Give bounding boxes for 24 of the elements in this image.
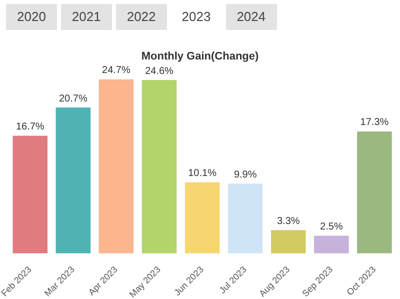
bar — [314, 236, 349, 254]
text: 2020 — [6, 4, 57, 30]
data-label: 20.7% — [58, 93, 88, 104]
bar — [184, 182, 220, 254]
data-label: 9.9% — [234, 169, 257, 180]
data-label: 10.1% — [188, 168, 217, 179]
text: 2021 — [60, 4, 112, 30]
bar — [98, 79, 134, 254]
chart-title: Monthly Gain(Change) — [141, 50, 259, 63]
bar — [271, 230, 306, 254]
bar — [357, 131, 392, 254]
data-label: 17.3% — [360, 117, 389, 128]
data-label: 16.7% — [16, 121, 44, 132]
data-label: 24.7% — [102, 65, 130, 76]
data-label: 2.5% — [320, 222, 343, 233]
bar — [142, 80, 177, 254]
text: 2022 — [116, 4, 167, 30]
bar — [56, 108, 91, 254]
data-label: 24.6% — [145, 66, 174, 77]
bar — [228, 184, 263, 254]
text: 2024 — [226, 4, 277, 30]
bar — [12, 136, 48, 254]
data-label: 3.3% — [276, 216, 300, 227]
text: 2023 — [170, 4, 222, 30]
